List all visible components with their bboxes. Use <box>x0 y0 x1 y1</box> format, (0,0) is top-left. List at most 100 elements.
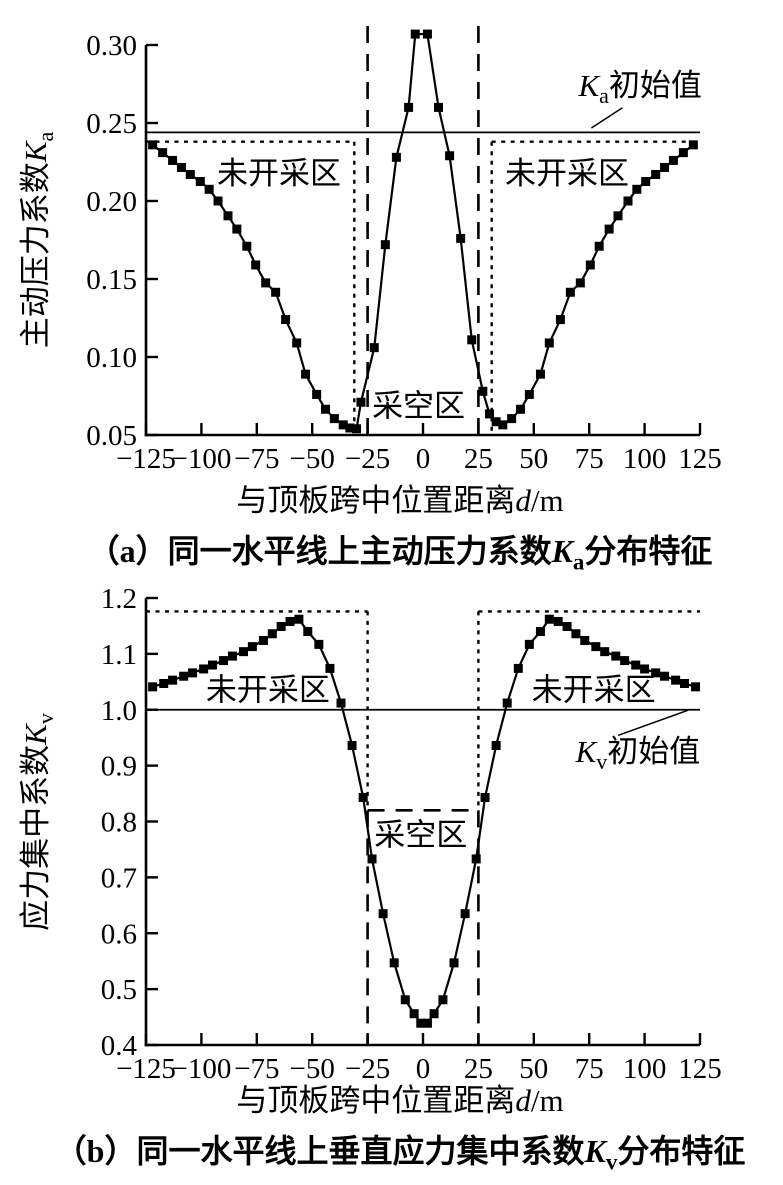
data-point <box>445 151 455 161</box>
y-axis-title-a: 主动压力系数Ka <box>15 70 58 410</box>
x-tick-label: −50 <box>290 1053 335 1085</box>
data-point <box>449 958 459 968</box>
data-point <box>565 287 575 297</box>
x-axis-title-b-text: 与顶板跨中位置距离 <box>236 1083 516 1118</box>
data-point <box>429 1009 439 1019</box>
data-point <box>185 169 195 179</box>
data-point <box>219 656 229 666</box>
data-point <box>678 148 688 158</box>
data-point <box>352 424 362 434</box>
data-point <box>691 682 701 692</box>
data-point <box>303 627 313 637</box>
y-axis-title-a-var: K <box>18 141 53 163</box>
y-tick-label: 0.30 <box>86 30 137 62</box>
data-point <box>251 260 261 270</box>
data-point <box>620 656 630 666</box>
x-axis-title-a: 与顶板跨中位置距离d/m <box>0 482 783 520</box>
data-point <box>223 211 233 221</box>
x-axis-title-a-var: d <box>515 483 531 518</box>
y-tick-label: 1.1 <box>101 639 137 671</box>
x-axis-title-b-var: d <box>515 1083 531 1118</box>
data-point <box>213 196 223 206</box>
x-tick-label: 75 <box>575 443 604 475</box>
data-point <box>410 29 420 39</box>
data-point <box>409 1009 419 1019</box>
data-point <box>460 909 470 919</box>
data-point <box>604 224 614 234</box>
data-point <box>524 389 534 399</box>
data-point <box>267 629 277 639</box>
data-point <box>239 647 249 657</box>
caption-b-sub: v <box>605 1149 618 1175</box>
data-point <box>158 148 168 158</box>
data-point <box>544 614 554 624</box>
data-point <box>391 152 401 162</box>
x-axis-title-b: 与顶板跨中位置距离d/m <box>0 1082 783 1120</box>
x-axis-title-b-unit: /m <box>530 1083 564 1118</box>
data-point <box>544 338 554 348</box>
data-point <box>261 278 271 288</box>
data-point <box>281 315 291 325</box>
reference-pointer-line <box>617 709 689 737</box>
data-point <box>345 423 355 433</box>
caption-b-pre: （b）同一水平线上垂直应力集中系数 <box>54 1133 585 1169</box>
data-point <box>292 338 302 348</box>
data-point <box>671 675 681 685</box>
data-point <box>416 1018 426 1028</box>
y-tick-label: 1.0 <box>101 695 137 727</box>
data-point <box>668 155 678 165</box>
caption-a-pre: （a）同一水平线上主动压力系数 <box>87 533 552 569</box>
data-point <box>422 29 432 39</box>
x-tick-label: 25 <box>464 443 493 475</box>
x-axis-title-a-unit: /m <box>530 483 564 518</box>
data-point <box>301 369 311 379</box>
x-tick-label: 125 <box>678 443 722 475</box>
data-point <box>484 409 494 419</box>
zone-label: 未开采区 <box>206 673 330 708</box>
data-point <box>480 792 490 802</box>
data-point <box>535 369 545 379</box>
data-point <box>467 335 477 345</box>
data-point <box>555 315 565 325</box>
data-point <box>456 233 466 243</box>
data-point <box>336 698 346 708</box>
data-point <box>502 698 512 708</box>
data-point <box>632 184 642 194</box>
data-point <box>600 647 610 657</box>
chart-a: −125−100 −75 −50 −25 0 25 50 75 100 125 0.30 0.25 0.… <box>86 23 722 475</box>
data-point <box>679 678 689 688</box>
x-tick-label: −125 <box>116 1053 176 1085</box>
data-point <box>623 196 633 206</box>
data-point <box>585 260 595 270</box>
data-point <box>491 417 501 427</box>
data-point <box>285 616 295 626</box>
y-tick-label: 0.05 <box>86 420 137 452</box>
y-axis-title-b-sub: v <box>33 713 59 725</box>
data-point <box>148 140 158 150</box>
data-point <box>258 635 268 645</box>
data-point <box>400 995 410 1005</box>
data-point <box>562 621 572 631</box>
caption-a-sub: a <box>572 549 585 575</box>
zone-label: 未开采区 <box>505 156 629 191</box>
y-tick-label: 0.4 <box>101 1030 138 1062</box>
data-point <box>320 404 330 414</box>
data-point <box>594 241 604 251</box>
data-point <box>188 668 198 678</box>
data-point <box>471 854 481 864</box>
zone-label: 采空区 <box>372 388 465 423</box>
x-tick-label: −25 <box>345 443 390 475</box>
data-point <box>294 614 304 624</box>
y-axis-title-a-text: 主动压力系数 <box>18 162 53 349</box>
data-point <box>347 741 357 751</box>
chart-b: −125−100 −75 −50 −25 0 25 50 75 100 125 1.2 1.1 1.0 0… <box>101 583 722 1085</box>
data-point <box>651 668 661 678</box>
y-axis-title-b-var: K <box>18 724 53 745</box>
data-point <box>378 909 388 919</box>
x-tick-label: 100 <box>623 1053 667 1085</box>
x-tick-label: −50 <box>290 443 335 475</box>
x-tick-label: −75 <box>234 1053 279 1085</box>
data-point <box>389 958 399 968</box>
x-tick-label: −100 <box>171 443 231 475</box>
